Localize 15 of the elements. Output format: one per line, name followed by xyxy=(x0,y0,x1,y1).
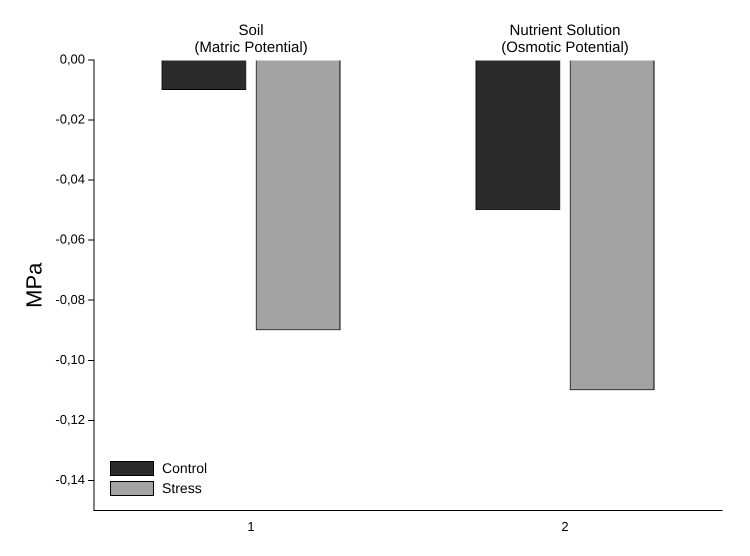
text: Soil (Matric Potential) xyxy=(194,22,308,56)
y-tick-label: -0,14 xyxy=(55,472,86,487)
y-tick-label: -0,04 xyxy=(55,172,86,187)
legend-label: Stress xyxy=(162,480,202,496)
x-tick-label: 2 xyxy=(561,518,569,534)
x-tick-label: 1 xyxy=(247,518,255,534)
y-tick-label: -0,06 xyxy=(55,232,86,247)
y-tick-label: -0,08 xyxy=(55,292,86,307)
y-axis-title: MPa xyxy=(21,262,46,308)
y-tick-label: -0,12 xyxy=(55,412,86,427)
legend-label: Control xyxy=(162,460,208,476)
text: Nutrient Solution (Osmotic Potential) xyxy=(501,22,629,56)
y-tick-label: -0,02 xyxy=(55,112,86,127)
y-tick-label: 0,00 xyxy=(60,52,86,67)
y-tick-label: -0,10 xyxy=(55,352,86,367)
